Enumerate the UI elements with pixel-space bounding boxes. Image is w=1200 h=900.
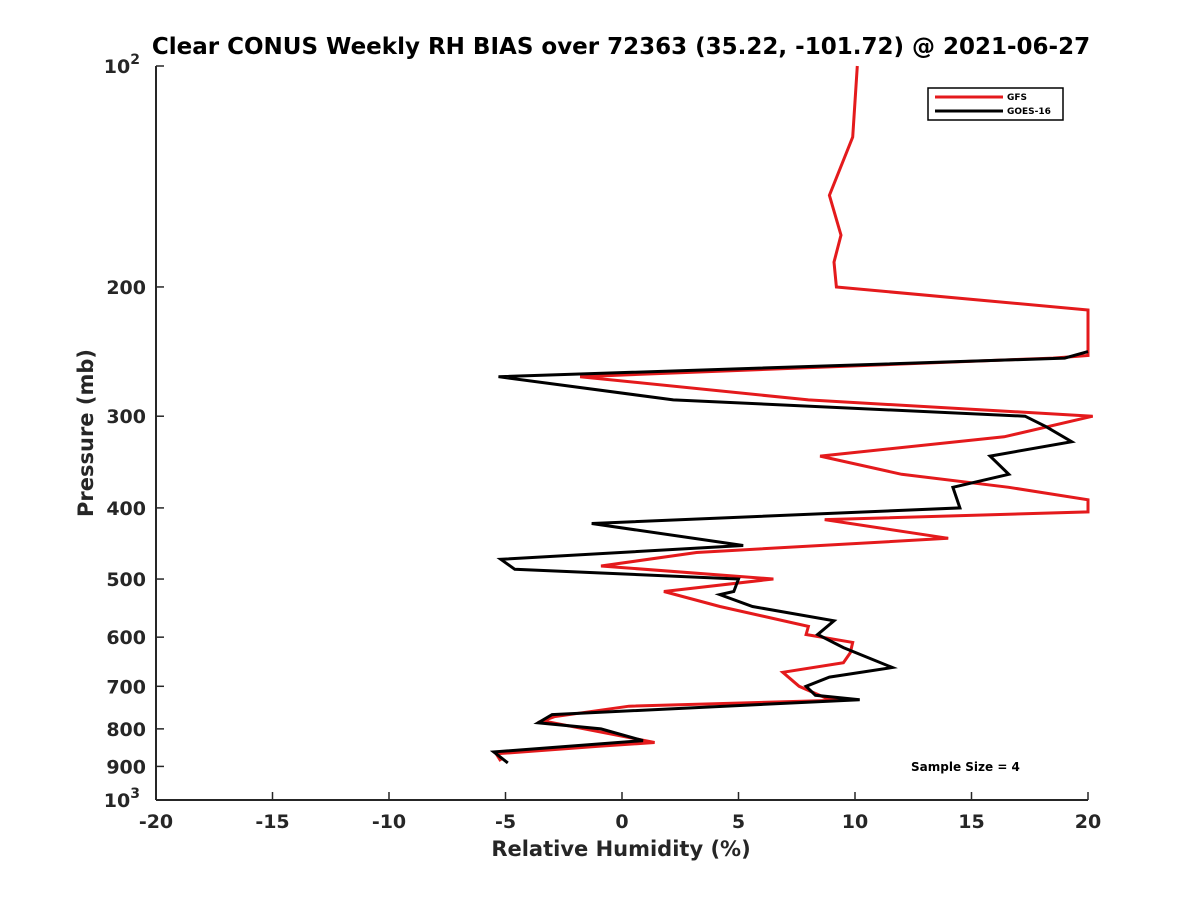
- x-tick-label: -15: [255, 811, 289, 833]
- legend-box: [927, 87, 1064, 121]
- x-tick-label: 20: [1075, 811, 1101, 833]
- y-tick-label: 900: [106, 756, 146, 778]
- y-tick-label: 800: [106, 719, 146, 741]
- y-tick-label-text: 500: [106, 569, 146, 591]
- x-tick-label: 0: [615, 811, 628, 833]
- legend: GFS GOES-16: [927, 87, 1064, 121]
- plot-area: [155, 66, 1088, 801]
- y-axis-label: Pressure (mb): [74, 349, 98, 517]
- y-tick-label-text: 10: [104, 790, 130, 812]
- chart-title: Clear CONUS Weekly RH BIAS over 72363 (3…: [152, 34, 1090, 60]
- y-tick-label-text: 400: [106, 498, 146, 520]
- y-tick-label: 600: [106, 627, 146, 649]
- y-tick-label-text: 800: [106, 719, 146, 741]
- series-line-goes16: [489, 350, 1089, 765]
- series-group: [489, 65, 1094, 765]
- x-tick-label: -5: [495, 811, 516, 833]
- x-axis-label: Relative Humidity (%): [491, 837, 750, 861]
- y-tick-label: 400: [106, 498, 146, 520]
- y-tick-label-text: 300: [106, 406, 146, 428]
- x-tick-label: 10: [842, 811, 868, 833]
- y-tick-label: 102: [104, 52, 140, 78]
- x-tick-label: 5: [732, 811, 745, 833]
- legend-label-gfs: GFS: [1007, 93, 1027, 103]
- series-line-gfs: [493, 65, 1094, 762]
- y-tick-exponent: 3: [130, 786, 140, 802]
- x-axis-ticks: -20 -15 -10 -5 0 5 10 15 20: [139, 792, 1101, 833]
- legend-label-goes16: GOES-16: [1007, 107, 1051, 117]
- x-tick-label: 15: [958, 811, 984, 833]
- y-tick-label: 103: [104, 786, 140, 812]
- y-tick-label-text: 10: [104, 56, 130, 78]
- y-tick-label: 300: [106, 406, 146, 428]
- y-tick-exponent: 2: [130, 52, 140, 68]
- y-tick-label: 700: [106, 676, 146, 698]
- y-tick-label-text: 700: [106, 676, 146, 698]
- y-tick-label-text: 900: [106, 756, 146, 778]
- x-tick-label: -20: [139, 811, 173, 833]
- y-tick-label-text: 600: [106, 627, 146, 649]
- y-tick-label: 500: [106, 569, 146, 591]
- x-tick-label: -10: [372, 811, 406, 833]
- sample-size-annotation: Sample Size = 4: [911, 760, 1020, 774]
- y-tick-label: 200: [106, 277, 146, 299]
- y-tick-label-text: 200: [106, 277, 146, 299]
